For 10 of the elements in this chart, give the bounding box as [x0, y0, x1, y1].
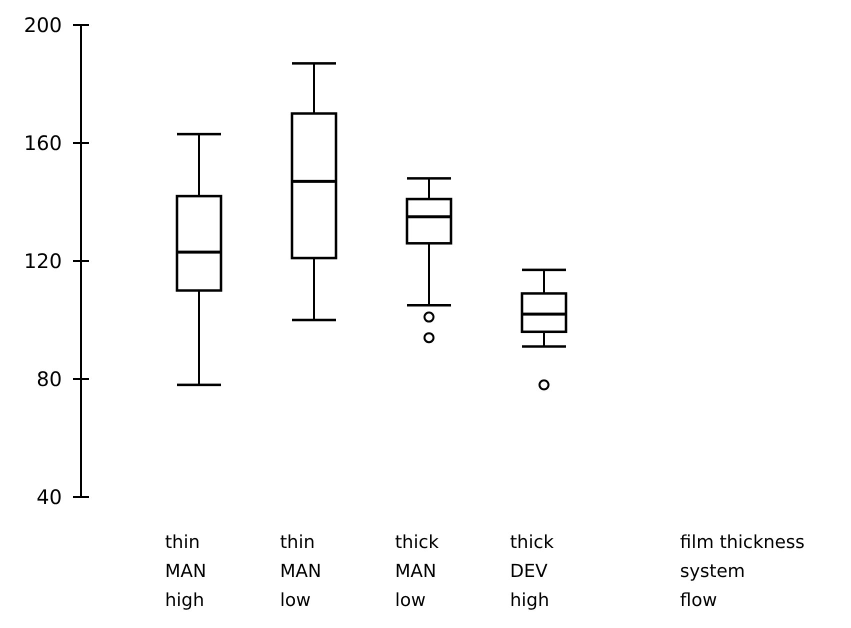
y-tick-label: 40 [36, 485, 62, 509]
x-tick-label: thick MAN low [395, 532, 440, 611]
y-tick-label: 120 [24, 249, 62, 273]
x-tick-label: thin MAN high [165, 532, 206, 611]
y-tick-label: 160 [24, 131, 62, 155]
y-tick-label: 80 [36, 367, 62, 391]
x-tick-label: thin MAN low [280, 532, 322, 611]
text: film thickness system flow [680, 532, 805, 611]
x-tick-label: thick DEV high [510, 532, 554, 611]
y-tick-label: 200 [24, 13, 62, 37]
